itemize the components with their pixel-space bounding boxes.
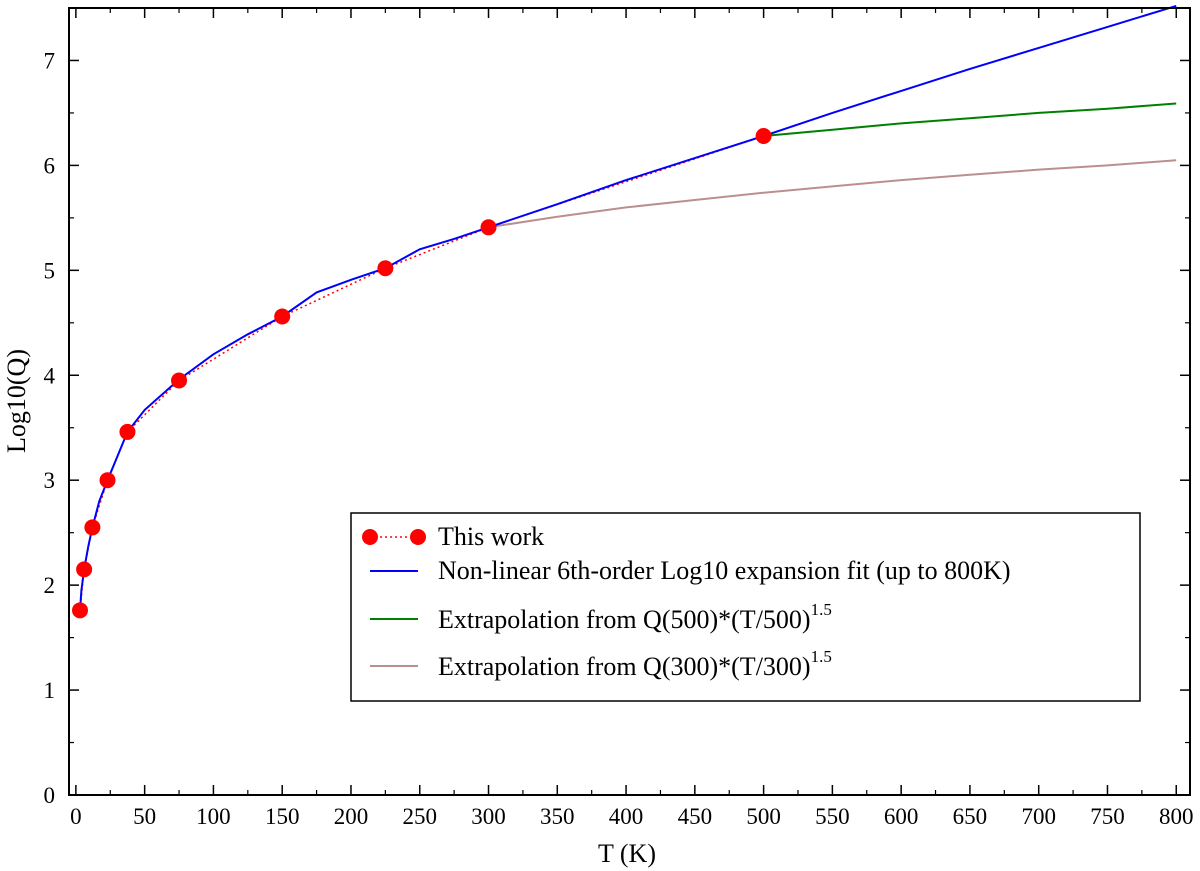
x-tick-label: 450 [678, 804, 713, 829]
y-axis-title: Log10(Q) [2, 349, 31, 453]
y-tick-label: 4 [44, 363, 56, 388]
data-point-this-work [72, 602, 89, 619]
legend-label-extrap-300: Extrapolation from Q(300)*(T/300)1.5 [438, 647, 832, 681]
x-tick-label: 50 [133, 804, 156, 829]
series-1-line [79, 4, 1177, 611]
legend-box [350, 512, 1141, 702]
legend-label-extrap-500-main: Extrapolation from Q(500)*(T/500) [438, 605, 811, 634]
x-tick-label: 550 [815, 804, 850, 829]
legend-label-extrap-500: Extrapolation from Q(500)*(T/500)1.5 [438, 600, 832, 634]
series-layer [72, 4, 1177, 619]
x-tick-label: 650 [953, 804, 988, 829]
x-tick-label: 150 [265, 804, 300, 829]
x-tick-label: 250 [402, 804, 437, 829]
x-tick-label: 600 [884, 804, 919, 829]
legend-label-this-work: This work [438, 522, 544, 551]
data-point-this-work [377, 260, 394, 277]
data-point-this-work [480, 219, 497, 236]
legend-label-extrap-300-exp: 1.5 [811, 647, 832, 666]
x-tick-label: 300 [471, 804, 506, 829]
legend-marker-this-work-right [410, 529, 426, 545]
x-tick-label: 200 [334, 804, 369, 829]
series-2-line [763, 102, 1177, 137]
legend-label-fit: Non-linear 6th-order Log10 expansion fit… [438, 556, 1011, 585]
y-tick-label: 5 [44, 258, 56, 283]
ticks-layer: 0 50 100 150 200 250 300 350 400 450 500 550 600 650 7… [44, 8, 1194, 829]
x-tick-label: 400 [609, 804, 644, 829]
x-tick-label: 0 [70, 804, 82, 829]
y-tick-label: 1 [44, 678, 56, 703]
data-point-this-work [76, 561, 93, 578]
legend: This work Non-linear 6th-order Log10 exp… [350, 512, 1141, 702]
x-tick-label: 700 [1021, 804, 1056, 829]
series-3-line [488, 159, 1177, 229]
legend-label-extrap-500-exp: 1.5 [811, 600, 832, 619]
y-tick-label: 0 [44, 783, 56, 808]
data-point-this-work [171, 372, 188, 389]
legend-marker-this-work-left [362, 529, 378, 545]
data-point-this-work [755, 128, 772, 145]
data-point-this-work [84, 519, 101, 536]
x-axis-title: T (K) [598, 839, 656, 868]
x-tick-label: 500 [746, 804, 781, 829]
x-tick-label: 350 [540, 804, 575, 829]
data-point-this-work [119, 423, 136, 440]
y-tick-label: 2 [44, 573, 56, 598]
data-point-this-work [99, 472, 116, 489]
x-tick-label: 800 [1159, 804, 1194, 829]
x-tick-label: 100 [196, 804, 231, 829]
y-tick-label: 3 [44, 468, 56, 493]
plot-frame [68, 7, 1191, 796]
legend-label-extrap-300-main: Extrapolation from Q(300)*(T/300) [438, 652, 811, 681]
y-tick-label: 6 [44, 153, 56, 178]
y-tick-label: 7 [44, 48, 56, 73]
x-tick-label: 750 [1090, 804, 1125, 829]
data-point-this-work [274, 308, 291, 325]
